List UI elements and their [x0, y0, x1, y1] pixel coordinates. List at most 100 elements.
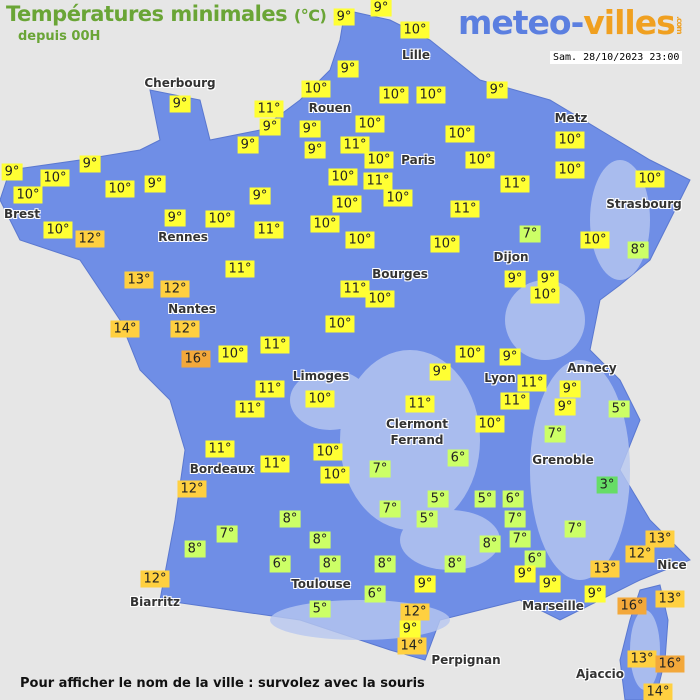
city-label[interactable]: Cherbourg: [144, 76, 216, 90]
temperature-label[interactable]: 10°: [455, 345, 485, 363]
city-label[interactable]: Grenoble: [532, 453, 594, 467]
temperature-label[interactable]: 10°: [635, 170, 665, 188]
temperature-label[interactable]: 9°: [514, 565, 536, 583]
city-label[interactable]: Limoges: [292, 369, 350, 383]
city-label[interactable]: Nantes: [168, 302, 216, 316]
temperature-label[interactable]: 8°: [479, 535, 501, 553]
temperature-label[interactable]: 7°: [379, 500, 401, 518]
temperature-label[interactable]: 9°: [554, 398, 576, 416]
temperature-label[interactable]: 9°: [584, 585, 606, 603]
temperature-label[interactable]: 8°: [184, 540, 206, 558]
temperature-label[interactable]: 9°: [370, 0, 392, 17]
city-label[interactable]: Strasbourg: [606, 197, 682, 211]
temperature-label[interactable]: 9°: [299, 120, 321, 138]
temperature-label[interactable]: 10°: [320, 466, 350, 484]
temperature-label[interactable]: 6°: [269, 555, 291, 573]
temperature-label[interactable]: 11°: [205, 440, 235, 458]
temperature-label[interactable]: 11°: [500, 392, 530, 410]
temperature-label[interactable]: 9°: [539, 575, 561, 593]
temperature-label[interactable]: 11°: [254, 100, 284, 118]
temperature-label[interactable]: 9°: [537, 270, 559, 288]
temperature-label[interactable]: 7°: [544, 425, 566, 443]
temperature-label[interactable]: 6°: [364, 585, 386, 603]
temperature-label[interactable]: 10°: [555, 131, 585, 149]
temperature-label[interactable]: 12°: [177, 480, 207, 498]
temperature-label[interactable]: 14°: [397, 637, 427, 655]
temperature-label[interactable]: 8°: [309, 531, 331, 549]
temperature-label[interactable]: 11°: [517, 374, 547, 392]
temperature-label[interactable]: 11°: [340, 136, 370, 154]
temperature-label[interactable]: 10°: [475, 415, 505, 433]
temperature-label[interactable]: 11°: [255, 380, 285, 398]
city-label[interactable]: Brest: [3, 207, 41, 221]
temperature-label[interactable]: 9°: [504, 270, 526, 288]
temperature-label[interactable]: 10°: [43, 221, 73, 239]
city-label[interactable]: Dijon: [493, 250, 529, 264]
city-label[interactable]: Paris: [401, 153, 435, 167]
temperature-label[interactable]: 12°: [170, 320, 200, 338]
temperature-label[interactable]: 10°: [13, 186, 43, 204]
temperature-label[interactable]: 10°: [40, 169, 70, 187]
temperature-label[interactable]: 6°: [524, 550, 546, 568]
temperature-label[interactable]: 14°: [110, 320, 140, 338]
temperature-label[interactable]: 9°: [499, 348, 521, 366]
temperature-label[interactable]: 5°: [608, 400, 630, 418]
temperature-label[interactable]: 11°: [260, 455, 290, 473]
city-label[interactable]: Lille: [401, 48, 431, 62]
temperature-label[interactable]: 10°: [365, 290, 395, 308]
temperature-label[interactable]: 14°: [643, 683, 673, 700]
temperature-label[interactable]: 11°: [450, 200, 480, 218]
temperature-label[interactable]: 9°: [559, 380, 581, 398]
city-label[interactable]: Rouen: [308, 101, 352, 115]
temperature-label[interactable]: 10°: [301, 80, 331, 98]
temperature-label[interactable]: 12°: [625, 545, 655, 563]
temperature-label[interactable]: 16°: [181, 350, 211, 368]
temperature-label[interactable]: 5°: [474, 490, 496, 508]
temperature-label[interactable]: 9°: [164, 209, 186, 227]
temperature-label[interactable]: 13°: [124, 271, 154, 289]
temperature-label[interactable]: 10°: [400, 21, 430, 39]
temperature-label[interactable]: 9°: [169, 95, 191, 113]
temperature-label[interactable]: 5°: [309, 600, 331, 618]
temperature-label[interactable]: 6°: [447, 449, 469, 467]
temperature-label[interactable]: 9°: [304, 141, 326, 159]
temperature-label[interactable]: 10°: [205, 210, 235, 228]
city-label[interactable]: Perpignan: [431, 653, 501, 667]
city-label[interactable]: Annecy: [567, 361, 617, 375]
temperature-label[interactable]: 10°: [325, 315, 355, 333]
temperature-label[interactable]: 10°: [379, 86, 409, 104]
temperature-label[interactable]: 11°: [405, 395, 435, 413]
temperature-label[interactable]: 8°: [627, 241, 649, 259]
temperature-label[interactable]: 8°: [319, 555, 341, 573]
temperature-label[interactable]: 9°: [486, 81, 508, 99]
city-label[interactable]: Rennes: [158, 230, 208, 244]
temperature-label[interactable]: 16°: [655, 655, 685, 673]
temperature-label[interactable]: 10°: [430, 235, 460, 253]
temperature-label[interactable]: 13°: [627, 650, 657, 668]
temperature-label[interactable]: 10°: [580, 231, 610, 249]
temperature-label[interactable]: 8°: [444, 555, 466, 573]
temperature-label[interactable]: 11°: [254, 221, 284, 239]
temperature-label[interactable]: 5°: [416, 510, 438, 528]
city-label[interactable]: Ajaccio: [575, 667, 625, 681]
temperature-label[interactable]: 10°: [313, 443, 343, 461]
temperature-label[interactable]: 10°: [345, 231, 375, 249]
city-label[interactable]: Metz: [554, 111, 588, 125]
temperature-label[interactable]: 10°: [555, 161, 585, 179]
temperature-label[interactable]: 7°: [216, 525, 238, 543]
temperature-label[interactable]: 7°: [564, 520, 586, 538]
temperature-label[interactable]: 10°: [383, 189, 413, 207]
temperature-label[interactable]: 13°: [655, 590, 685, 608]
city-label[interactable]: Biarritz: [129, 595, 181, 609]
city-label[interactable]: Nice: [657, 558, 687, 572]
temperature-label[interactable]: 10°: [465, 151, 495, 169]
city-label[interactable]: Lyon: [484, 371, 516, 385]
temperature-label[interactable]: 10°: [105, 180, 135, 198]
temperature-label[interactable]: 11°: [225, 260, 255, 278]
city-label[interactable]: Marseille: [522, 599, 584, 613]
city-label[interactable]: Clermont Ferrand: [385, 417, 449, 447]
temperature-label[interactable]: 9°: [249, 187, 271, 205]
temperature-label[interactable]: 11°: [500, 175, 530, 193]
temperature-label[interactable]: 7°: [504, 510, 526, 528]
city-label[interactable]: Bordeaux: [189, 462, 255, 476]
